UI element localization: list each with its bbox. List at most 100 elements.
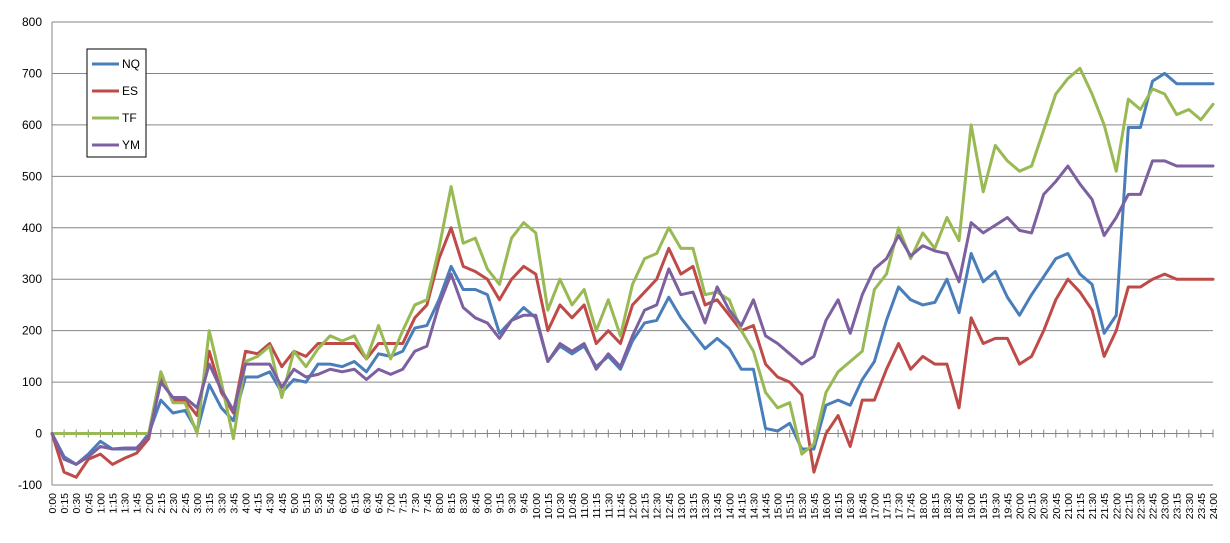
x-tick-label: 21:30 <box>1087 493 1099 519</box>
series-lines <box>50 66 1215 479</box>
x-tick-label: 21:15 <box>1075 493 1087 519</box>
x-tick-label: 20:00 <box>1015 493 1027 519</box>
x-tick-label: 14:30 <box>748 493 760 519</box>
x-tick-label: 1:45 <box>132 493 144 514</box>
x-tick-label: 7:30 <box>410 493 422 514</box>
x-tick-label: 15:15 <box>785 493 797 519</box>
x-tick-label: 18:45 <box>954 493 966 519</box>
gridlines <box>52 21 1213 486</box>
x-tick-label: 3:15 <box>204 493 216 514</box>
x-tick-label: 12:00 <box>628 493 640 519</box>
x-tick-label: 9:00 <box>482 493 494 514</box>
x-tick-label: 1:00 <box>95 493 107 514</box>
x-tick-label: 16:45 <box>857 493 869 519</box>
x-tick-label: 8:45 <box>470 493 482 514</box>
x-tick-label: 1:15 <box>107 493 119 514</box>
x-tick-label: 8:00 <box>434 493 446 514</box>
x-tick-label: 19:45 <box>1002 493 1014 519</box>
x-tick-label: 0:45 <box>83 493 95 514</box>
series-line-ym <box>50 159 1215 466</box>
x-tick-label: 18:00 <box>918 493 930 519</box>
x-tick-label: 20:45 <box>1051 493 1063 519</box>
x-tick-label: 0:00 <box>47 493 59 514</box>
x-tick-label: 2:30 <box>168 493 180 514</box>
x-tick-label: 2:00 <box>144 493 156 514</box>
x-axis: 0:00 0:15 0:30 0:45 1:00 1:15 1:30 1:45 2:00 2:15… <box>47 429 1220 519</box>
legend-label-nq: NQ <box>122 57 140 71</box>
x-tick-label: 10:45 <box>567 493 579 519</box>
y-tick-label: 700 <box>22 66 42 80</box>
x-tick-label: 13:30 <box>700 493 712 519</box>
y-tick-label: 300 <box>22 272 42 286</box>
x-tick-label: 13:15 <box>688 493 700 519</box>
x-tick-label: 19:00 <box>966 493 978 519</box>
legend-label-es: ES <box>122 84 138 98</box>
x-tick-label: 15:30 <box>797 493 809 519</box>
y-tick-label: -100 <box>18 478 42 492</box>
x-tick-label: 5:45 <box>325 493 337 514</box>
y-axis: -100 0 100 200 300 400 500 600 700 800 <box>18 15 53 492</box>
x-tick-label: 12:30 <box>652 493 664 519</box>
x-tick-label: 17:00 <box>869 493 881 519</box>
x-tick-label: 3:45 <box>228 493 240 514</box>
x-tick-label: 1:30 <box>120 493 132 514</box>
x-tick-label: 2:15 <box>156 493 168 514</box>
x-tick-label: 21:45 <box>1099 493 1111 519</box>
x-tick-label: 22:30 <box>1135 493 1147 519</box>
x-tick-label: 21:00 <box>1063 493 1075 519</box>
x-tick-label: 8:30 <box>458 493 470 514</box>
x-tick-label: 11:00 <box>579 493 591 519</box>
x-tick-label: 11:15 <box>591 493 603 519</box>
x-tick-label: 13:00 <box>676 493 688 519</box>
x-tick-label: 17:30 <box>894 493 906 519</box>
x-tick-label: 15:00 <box>773 493 785 519</box>
legend: NQ ES TF YM <box>86 48 147 158</box>
x-tick-label: 24:00 <box>1208 493 1220 519</box>
x-tick-label: 9:45 <box>519 493 531 514</box>
x-tick-label: 22:45 <box>1148 493 1160 519</box>
x-tick-label: 4:15 <box>253 493 265 514</box>
x-tick-label: 13:45 <box>712 493 724 519</box>
x-tick-label: 2:45 <box>180 493 192 514</box>
x-tick-label: 17:15 <box>881 493 893 519</box>
x-tick-label: 23:00 <box>1160 493 1172 519</box>
x-tick-label: 4:00 <box>241 493 253 514</box>
y-tick-label: 200 <box>22 324 42 338</box>
y-tick-label: 100 <box>22 375 42 389</box>
x-tick-label: 6:45 <box>374 493 386 514</box>
x-tick-label: 7:15 <box>398 493 410 514</box>
x-tick-label: 12:15 <box>640 493 652 519</box>
x-tick-label: 23:45 <box>1196 493 1208 519</box>
x-tick-label: 4:30 <box>265 493 277 514</box>
series-line-tf <box>50 66 1215 456</box>
x-tick-label: 19:30 <box>990 493 1002 519</box>
x-tick-label: 16:15 <box>833 493 845 519</box>
legend-label-ym: YM <box>122 138 140 152</box>
x-tick-label: 0:30 <box>71 493 83 514</box>
x-tick-label: 10:00 <box>531 493 543 519</box>
x-tick-label: 9:15 <box>494 493 506 514</box>
x-tick-label: 23:30 <box>1184 493 1196 519</box>
series-line-nq <box>50 71 1215 466</box>
x-tick-label: 11:45 <box>615 493 627 519</box>
x-tick-label: 22:15 <box>1123 493 1135 519</box>
x-tick-label: 18:30 <box>942 493 954 519</box>
x-tick-label: 20:30 <box>1039 493 1051 519</box>
x-tick-label: 16:30 <box>845 493 857 519</box>
x-tick-label: 10:30 <box>555 493 567 519</box>
x-tick-label: 14:15 <box>736 493 748 519</box>
y-tick-label: 600 <box>22 118 42 132</box>
y-tick-label: 0 <box>35 427 42 441</box>
x-tick-label: 7:45 <box>422 493 434 514</box>
x-tick-label: 7:00 <box>386 493 398 514</box>
x-tick-label: 6:00 <box>337 493 349 514</box>
x-tick-label: 3:00 <box>192 493 204 514</box>
x-tick-label: 18:15 <box>930 493 942 519</box>
x-tick-label: 17:45 <box>906 493 918 519</box>
x-tick-label: 6:30 <box>361 493 373 514</box>
y-tick-label: 800 <box>22 15 42 29</box>
x-tick-label: 22:00 <box>1111 493 1123 519</box>
x-tick-label: 3:30 <box>216 493 228 514</box>
x-tick-label: 5:15 <box>301 493 313 514</box>
x-tick-label: 20:15 <box>1027 493 1039 519</box>
